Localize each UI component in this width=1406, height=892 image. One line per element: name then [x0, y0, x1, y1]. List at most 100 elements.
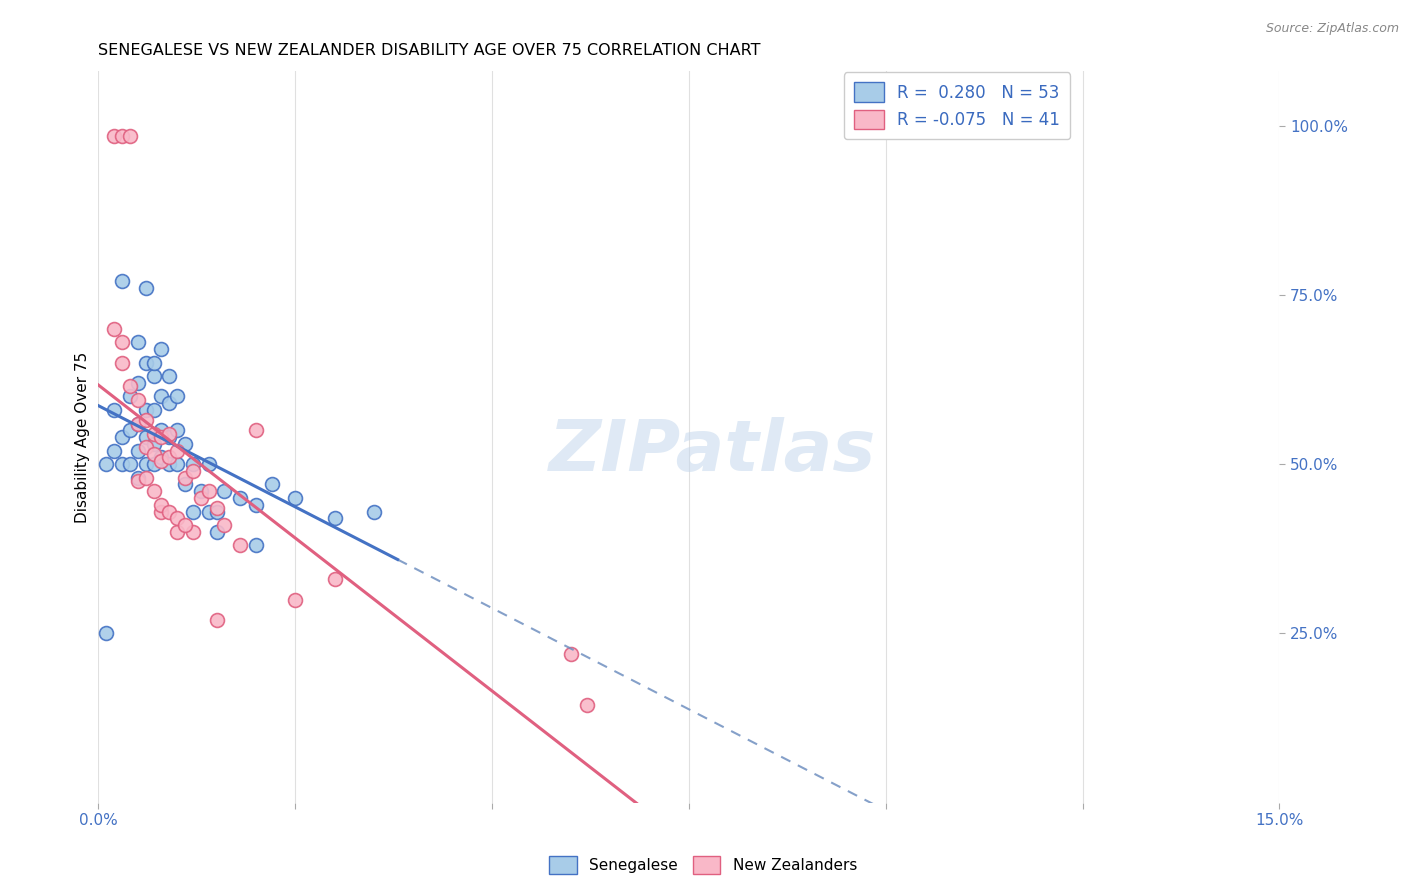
Point — [111, 430, 134, 444]
Point — [157, 426, 180, 441]
Point — [575, 698, 598, 712]
Point — [118, 423, 141, 437]
Point — [157, 430, 180, 444]
Point — [190, 491, 212, 505]
Point — [142, 426, 165, 441]
Point — [127, 474, 149, 488]
Point — [150, 450, 173, 465]
Point — [363, 505, 385, 519]
Point — [260, 477, 283, 491]
Point — [181, 464, 204, 478]
Point — [96, 626, 118, 640]
Text: ZIPatlas: ZIPatlas — [548, 417, 876, 486]
Point — [323, 511, 346, 525]
Point — [135, 430, 157, 444]
Legend: Senegalese, New Zealanders: Senegalese, New Zealanders — [543, 850, 863, 880]
Point — [284, 491, 307, 505]
Point — [103, 322, 125, 336]
Point — [127, 392, 149, 407]
Point — [323, 572, 346, 586]
Point — [205, 524, 228, 539]
Point — [229, 491, 252, 505]
Point — [127, 417, 149, 431]
Point — [118, 128, 141, 143]
Point — [174, 471, 197, 485]
Point — [197, 484, 219, 499]
Point — [245, 423, 267, 437]
Point — [111, 457, 134, 471]
Point — [181, 457, 204, 471]
Point — [127, 417, 149, 431]
Text: Source: ZipAtlas.com: Source: ZipAtlas.com — [1265, 22, 1399, 36]
Point — [157, 450, 180, 465]
Point — [135, 403, 157, 417]
Point — [150, 423, 173, 437]
Point — [135, 457, 157, 471]
Point — [245, 538, 267, 552]
Point — [103, 128, 125, 143]
Point — [111, 355, 134, 369]
Point — [127, 376, 149, 390]
Point — [135, 281, 157, 295]
Point — [135, 413, 157, 427]
Point — [205, 613, 228, 627]
Point — [111, 128, 134, 143]
Point — [150, 498, 173, 512]
Point — [560, 647, 582, 661]
Point — [166, 423, 188, 437]
Point — [181, 524, 204, 539]
Point — [142, 355, 165, 369]
Point — [118, 389, 141, 403]
Point — [174, 477, 197, 491]
Point — [214, 484, 236, 499]
Point — [229, 538, 252, 552]
Point — [166, 443, 188, 458]
Point — [96, 457, 118, 471]
Legend: R =  0.280   N = 53, R = -0.075   N = 41: R = 0.280 N = 53, R = -0.075 N = 41 — [844, 72, 1070, 139]
Point — [181, 505, 204, 519]
Point — [197, 457, 219, 471]
Point — [150, 505, 173, 519]
Point — [157, 457, 180, 471]
Point — [166, 389, 188, 403]
Point — [166, 457, 188, 471]
Point — [135, 440, 157, 454]
Point — [190, 484, 212, 499]
Point — [118, 457, 141, 471]
Point — [214, 518, 236, 533]
Point — [150, 389, 173, 403]
Point — [174, 437, 197, 451]
Point — [135, 355, 157, 369]
Point — [205, 501, 228, 516]
Point — [150, 342, 173, 356]
Point — [245, 498, 267, 512]
Point — [127, 335, 149, 350]
Point — [174, 518, 197, 533]
Point — [142, 447, 165, 461]
Point — [157, 396, 180, 410]
Point — [118, 379, 141, 393]
Point — [142, 437, 165, 451]
Point — [111, 274, 134, 288]
Point — [166, 511, 188, 525]
Point — [103, 403, 125, 417]
Point — [142, 484, 165, 499]
Point — [166, 524, 188, 539]
Point — [103, 443, 125, 458]
Point — [157, 505, 180, 519]
Point — [127, 443, 149, 458]
Point — [205, 505, 228, 519]
Point — [142, 403, 165, 417]
Point — [142, 457, 165, 471]
Point — [157, 369, 180, 384]
Y-axis label: Disability Age Over 75: Disability Age Over 75 — [75, 351, 90, 523]
Point — [197, 505, 219, 519]
Text: SENEGALESE VS NEW ZEALANDER DISABILITY AGE OVER 75 CORRELATION CHART: SENEGALESE VS NEW ZEALANDER DISABILITY A… — [98, 43, 761, 58]
Point — [127, 471, 149, 485]
Point — [150, 430, 173, 444]
Point — [111, 335, 134, 350]
Point — [135, 471, 157, 485]
Point — [142, 369, 165, 384]
Point — [150, 454, 173, 468]
Point — [284, 592, 307, 607]
